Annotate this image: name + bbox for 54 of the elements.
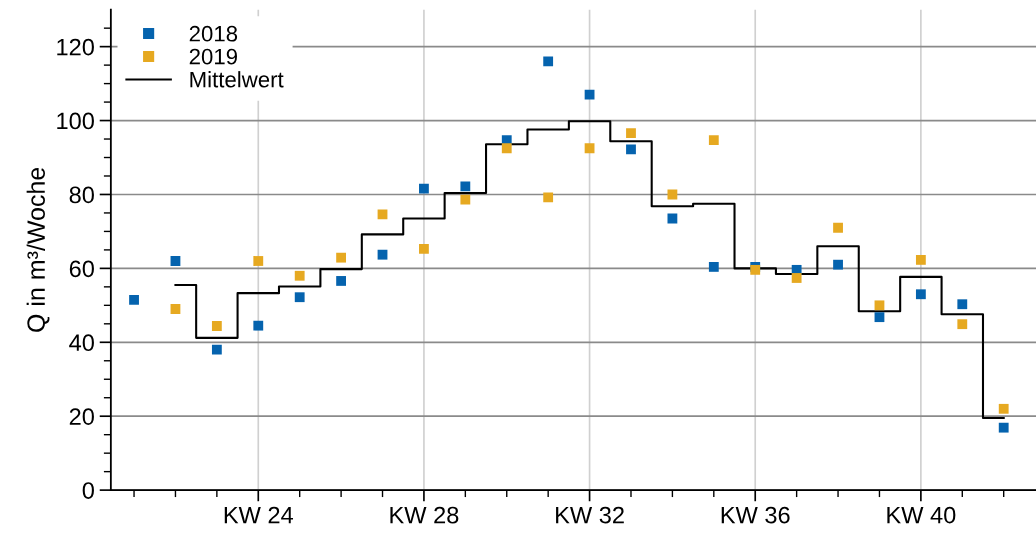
point [708, 261, 719, 272]
point [419, 243, 429, 254]
point [170, 256, 181, 266]
x-tick-label: KW 36 [721, 506, 790, 524]
point [294, 270, 305, 281]
y-axis-title: Q in m³/Woche [26, 167, 50, 332]
point [543, 192, 554, 203]
point [501, 143, 512, 154]
legend-label: Mittelwert [190, 71, 284, 88]
point [377, 249, 388, 260]
y-tick-label: 80 [69, 186, 94, 204]
y-tick-label: 60 [69, 260, 94, 278]
y-tick-label: 0 [82, 482, 94, 499]
point [874, 312, 885, 323]
point [915, 289, 926, 300]
point [460, 194, 471, 205]
legend-label: 2019 [189, 48, 238, 65]
y-tick-label: 120 [57, 38, 94, 56]
point [584, 89, 595, 100]
x-tick-label: KW 24 [224, 506, 294, 524]
point [708, 135, 719, 146]
point [294, 292, 305, 303]
point [626, 144, 636, 155]
point [833, 259, 843, 270]
point [998, 403, 1009, 414]
point [336, 252, 347, 263]
legend-label: 2018 [189, 25, 238, 42]
point [211, 321, 222, 331]
point [129, 294, 139, 305]
point [626, 128, 636, 139]
x-tick-label: KW 32 [556, 506, 624, 524]
point [170, 304, 181, 314]
point [253, 320, 264, 331]
point [833, 222, 843, 233]
point [211, 344, 222, 355]
point [957, 299, 968, 310]
y-tick-label: 40 [69, 334, 94, 352]
point [667, 189, 678, 200]
point [336, 276, 347, 286]
y-tick-label: 20 [69, 408, 94, 425]
x-tick-label: KW 28 [390, 506, 459, 524]
point [543, 56, 554, 67]
point [957, 319, 968, 330]
point [584, 143, 595, 154]
point [253, 256, 264, 266]
point [998, 422, 1009, 433]
y-tick-label: 100 [57, 112, 94, 130]
point [791, 273, 802, 283]
point [667, 213, 678, 224]
point [419, 183, 429, 194]
point [915, 254, 926, 265]
point [874, 300, 885, 311]
x-tick-label: KW 40 [887, 506, 956, 524]
point [460, 181, 471, 192]
